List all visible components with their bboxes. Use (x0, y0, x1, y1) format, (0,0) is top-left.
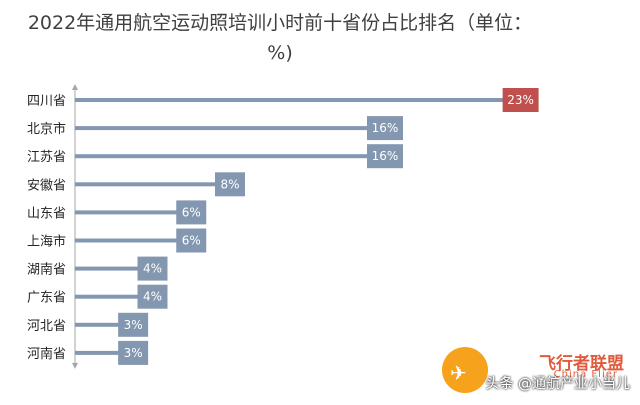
data-label: 16% (372, 149, 399, 163)
category-label: 河北省 (27, 319, 66, 334)
data-label-box (176, 228, 207, 253)
data-label-box (176, 200, 207, 225)
watermark: ✈ 飞行者联盟 China Flier 头条 @通航产业小当儿 (442, 347, 632, 393)
labels-layer: 四川省 23% 北京市 16% 江苏省 16% 安徽省 8% 山东省 6% 上海市 6% 湖南省 4% 广东… (27, 88, 539, 365)
data-label-box (502, 88, 539, 112)
bar (75, 182, 236, 187)
bar (75, 350, 140, 355)
data-label-box (367, 144, 403, 169)
bar (75, 210, 198, 215)
category-label: 北京市 (27, 121, 66, 137)
data-label: 3% (124, 318, 143, 332)
data-label: 16% (372, 121, 399, 135)
bar (75, 266, 159, 271)
chart-title-line-2: %) (267, 42, 293, 64)
category-label: 四川省 (27, 94, 66, 109)
category-label: 河南省 (27, 346, 66, 362)
data-label-box (137, 284, 168, 309)
data-label: 6% (182, 205, 201, 219)
bar (75, 238, 198, 243)
category-label: 安徽省 (27, 178, 66, 193)
category-label: 湖南省 (27, 262, 66, 278)
bar (75, 154, 391, 159)
y-axis-arrow-top (72, 84, 78, 90)
data-label: 23% (507, 93, 534, 107)
y-axis-arrow-bottom (72, 362, 78, 369)
data-label-box (137, 256, 168, 281)
bar (75, 98, 527, 102)
chart-title: 2022年通用航空运动照培训小时前十省份占比排名（单位： %) (0, 8, 560, 68)
category-label: 上海市 (27, 234, 66, 250)
data-label-box (367, 116, 403, 141)
data-label-box (215, 172, 245, 197)
chart-title-line-1: 2022年通用航空运动照培训小时前十省份占比排名（单位： (27, 12, 533, 34)
airplane-icon: ✈ (450, 361, 467, 385)
watermark-brand-en: China Flier (553, 369, 618, 380)
data-label: 4% (143, 290, 162, 304)
category-label: 广东省 (27, 291, 66, 306)
data-label: 8% (220, 177, 239, 191)
bar (75, 126, 391, 131)
data-label: 4% (143, 262, 162, 276)
bar (75, 322, 140, 327)
category-label: 山东省 (27, 206, 66, 221)
axis-layer (72, 84, 78, 369)
watermark-logo-circle (442, 347, 488, 393)
watermark-brand: 飞行者联盟 (539, 354, 624, 374)
category-label: 江苏省 (27, 149, 66, 165)
bars-layer (75, 98, 527, 355)
data-label: 6% (182, 234, 201, 248)
data-label: 3% (124, 346, 143, 360)
data-label-box (118, 312, 149, 337)
watermark-text: 头条 @通航产业小当儿 (485, 376, 630, 392)
data-label-box (118, 340, 149, 365)
bar (75, 294, 159, 299)
